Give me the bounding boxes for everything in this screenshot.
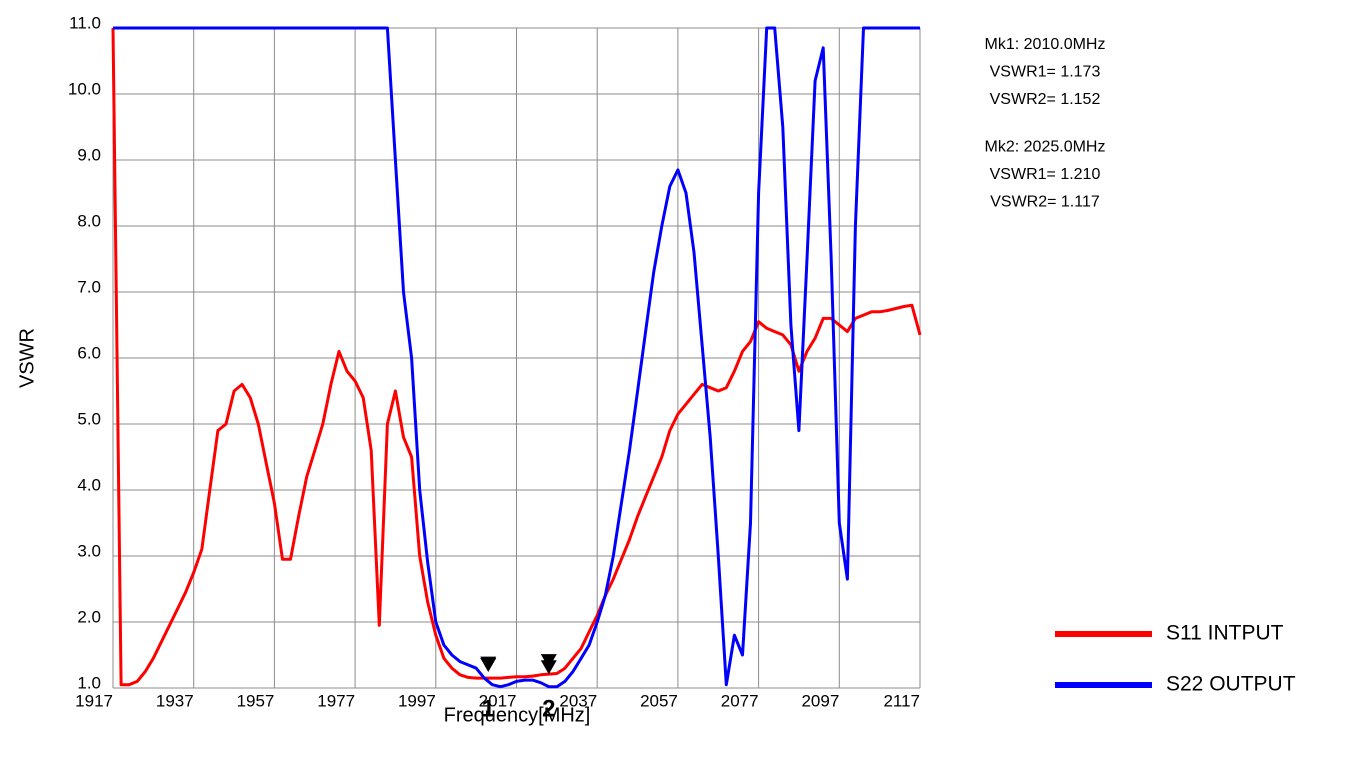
y-tick-label: 2.0 [77,607,101,626]
series-line [113,26,920,689]
marker-label: 2 [542,695,555,722]
marker-readout: VSWR2= 1.117 [990,194,1100,211]
x-tick-label: 2057 [640,691,678,710]
y-tick-label: 11.0 [69,13,101,32]
marker-triangle [480,657,497,672]
x-tick-label: 1917 [75,691,113,710]
marker-readout: VSWR2= 1.152 [990,91,1101,108]
y-tick-label: 8.0 [77,211,101,230]
marker-triangle [540,660,557,675]
y-tick-label: 7.0 [77,277,101,296]
x-tick-label: 2017 [479,691,517,710]
marker-readout: Mk1: 2010.0MHz [985,36,1106,53]
marker-readout: VSWR1= 1.173 [990,64,1101,81]
x-tick-label: 1957 [237,691,275,710]
x-tick-label: 1997 [398,691,436,710]
legend-label: S22 OUTPUT [1166,673,1296,696]
y-tick-label: 5.0 [77,409,101,428]
legend-label: S11 INTPUT [1166,622,1284,645]
x-tick-label: 2037 [559,691,597,710]
y-tick-label: 9.0 [77,145,101,164]
y-axis-label: VSWR [16,328,38,388]
x-tick-label: 1977 [317,691,355,710]
marker-readout: VSWR1= 1.210 [990,166,1101,183]
y-tick-label: 10.0 [68,79,101,98]
y-tick-label: 3.0 [77,541,101,560]
x-tick-label: 2117 [883,691,920,710]
y-tick-label: 1.0 [77,673,101,692]
marker-readout: Mk2: 2025.0MHz [985,139,1106,156]
x-axis-label: Frequency[MHz] [444,704,591,726]
series-line [111,27,922,687]
marker-label: 1 [482,695,495,722]
x-tick-label: 2097 [801,691,839,710]
x-tick-label: 1937 [156,691,194,710]
y-tick-label: 6.0 [77,343,101,362]
x-tick-label: 2077 [721,691,759,710]
y-tick-label: 4.0 [77,475,101,494]
